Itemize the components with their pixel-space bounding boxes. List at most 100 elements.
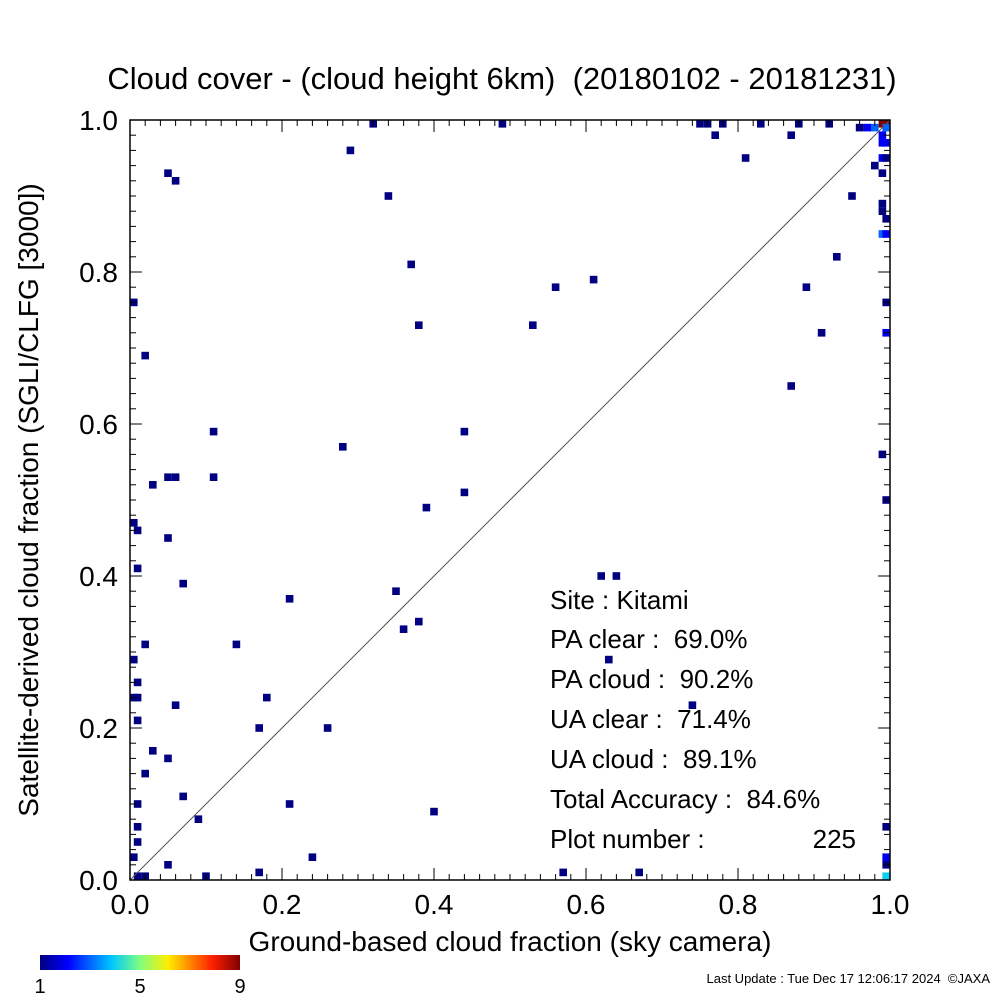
stat-pa-clear: PA clear : 69.0% (550, 624, 748, 654)
data-cell (871, 161, 879, 170)
data-cell (711, 131, 719, 139)
axis-ticks (129, 119, 891, 881)
data-cell (529, 321, 537, 329)
x-tick-label: 0.2 (263, 889, 302, 920)
stat-ua-clear: UA clear : 71.4% (550, 704, 751, 734)
data-cell (430, 807, 438, 816)
data-cell (255, 724, 263, 732)
data-cell (498, 120, 507, 128)
last-update-footer: Last Update : Tue Dec 17 12:06:17 2024 ©… (707, 971, 991, 986)
data-cell (882, 215, 890, 223)
data-cell (141, 640, 149, 649)
data-cell (878, 230, 887, 238)
data-cell (460, 488, 469, 497)
x-tick-label: 0.6 (567, 889, 606, 920)
data-cell (848, 192, 856, 200)
data-cell (149, 747, 157, 755)
data-cell (130, 655, 138, 664)
data-cell (339, 443, 347, 451)
data-cell (164, 754, 172, 763)
diagonal-line (129, 119, 891, 881)
data-cell (133, 872, 142, 880)
stats-box: Site : Kitami PA clear : 69.0% PA cloud … (550, 585, 856, 854)
data-cell (285, 595, 294, 603)
data-cell (164, 534, 172, 542)
data-cell (878, 169, 887, 177)
data-cell (141, 351, 149, 360)
data-cell (863, 123, 871, 132)
stat-total-accuracy: Total Accuracy : 84.6% (550, 784, 820, 814)
data-cell (164, 169, 172, 177)
data-cell (164, 473, 172, 481)
data-cell (882, 872, 890, 880)
data-cell (399, 625, 408, 633)
data-cell (179, 579, 187, 588)
data-cell (741, 154, 750, 162)
colorbar: 1 5 9 (34, 955, 246, 998)
data-cell (878, 154, 887, 162)
x-axis-label: Ground-based cloud fraction (sky camera) (249, 926, 772, 957)
data-cell (635, 868, 643, 877)
data-cell (559, 868, 567, 877)
y-tick-label: 0.0 (79, 865, 118, 896)
data-cell (171, 473, 180, 481)
data-cell (612, 572, 621, 580)
data-cell (232, 640, 241, 649)
data-cell (130, 853, 138, 861)
data-cell (878, 450, 887, 459)
y-tick-label: 0.2 (79, 713, 118, 744)
data-cell (688, 701, 697, 709)
data-cell (164, 861, 172, 869)
colorbar-mid-label: 5 (134, 976, 145, 998)
colorbar-gradient (40, 955, 240, 970)
data-cell (323, 724, 332, 732)
data-cell (605, 655, 613, 664)
y-tick-label: 0.4 (79, 561, 118, 592)
data-cell (133, 800, 142, 808)
data-cell (460, 427, 469, 436)
data-cell (422, 503, 431, 512)
data-cell (855, 123, 864, 132)
x-tick-label: 0.8 (719, 889, 758, 920)
colorbar-max-label: 9 (234, 976, 245, 998)
data-cell (133, 716, 142, 725)
stat-site: Site : Kitami (550, 585, 689, 615)
data-cell (263, 693, 271, 702)
data-cell (802, 283, 811, 291)
data-cell (346, 146, 355, 155)
data-cell (133, 838, 142, 846)
data-cell (757, 120, 765, 128)
data-cell (392, 587, 400, 595)
data-cell (882, 230, 890, 238)
data-cell (882, 123, 890, 132)
data-cell (141, 769, 149, 778)
data-cell (589, 275, 598, 284)
data-cell (179, 792, 187, 801)
data-cell (171, 701, 180, 709)
data-cell (255, 868, 263, 877)
colorbar-min-label: 1 (34, 976, 45, 998)
data-cell (787, 131, 795, 139)
data-cell (133, 678, 142, 687)
stat-plot-number-label: Plot number : (550, 824, 705, 854)
data-cell (878, 139, 887, 147)
data-cell (882, 154, 890, 162)
y-tick-label: 1.0 (79, 105, 118, 136)
y-tick-label: 0.8 (79, 257, 118, 288)
x-tick-label: 1.0 (871, 889, 910, 920)
stat-pa-cloud: PA cloud : 90.2% (550, 664, 753, 694)
data-cell (130, 519, 138, 527)
data-cell (133, 823, 142, 831)
data-cell (882, 853, 890, 861)
data-cell (209, 473, 218, 481)
data-cell (878, 120, 887, 128)
axis-tick-labels: 0.0 0.2 0.4 0.6 0.8 1.0 0.0 0.2 0.4 0.6 0.8 1.0 (79, 105, 909, 920)
y-axis-label: Satellite-derived cloud fraction (SGLI/C… (13, 183, 44, 816)
data-cell (171, 177, 180, 185)
data-cell (133, 526, 142, 535)
x-tick-label: 0.0 (111, 889, 150, 920)
x-tick-label: 0.4 (415, 889, 454, 920)
data-cell (871, 123, 879, 132)
data-cell (384, 192, 393, 200)
data-cell (285, 800, 294, 808)
